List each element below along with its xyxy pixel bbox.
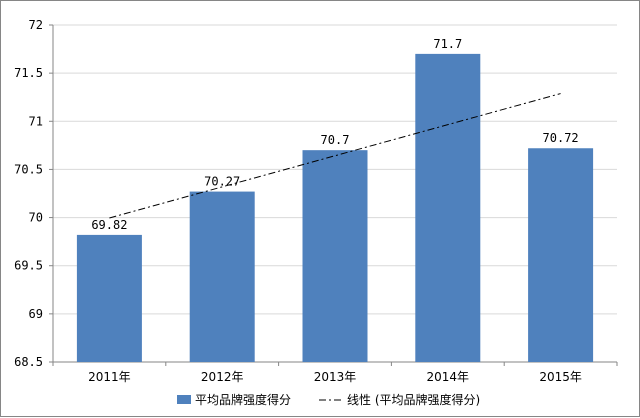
- y-tick-label: 69.5: [14, 259, 43, 273]
- data-label: 70.7: [321, 133, 350, 147]
- x-category-label: 2011年: [88, 370, 131, 384]
- bar-2011年: [76, 234, 142, 362]
- trendline: [109, 93, 561, 219]
- data-label: 71.7: [433, 37, 462, 51]
- x-category-label: 2012年: [201, 370, 244, 384]
- bar-2014年: [415, 53, 481, 363]
- legend-label-trendline: 线性 (平均品牌强度得分): [347, 392, 480, 407]
- bar-2015年: [528, 148, 594, 362]
- legend-swatch-bar: [177, 395, 191, 404]
- y-tick-label: 70.5: [14, 162, 43, 176]
- bar-2013年: [302, 150, 368, 362]
- x-category-label: 2013年: [314, 370, 357, 384]
- y-tick-label: 71.5: [14, 66, 43, 80]
- x-category-label: 2015年: [539, 370, 582, 384]
- data-label: 70.27: [204, 175, 240, 189]
- bar-2012年: [189, 191, 255, 362]
- x-category-label: 2014年: [427, 370, 470, 384]
- y-tick-label: 71: [29, 114, 43, 128]
- y-tick-label: 70: [29, 211, 43, 225]
- legend-label-bar: 平均品牌强度得分: [195, 392, 291, 407]
- y-tick-label: 68.5: [14, 355, 43, 369]
- data-label: 69.82: [91, 218, 127, 232]
- y-tick-label: 69: [29, 307, 43, 321]
- data-label: 70.72: [543, 131, 579, 145]
- y-tick-label: 72: [29, 18, 43, 32]
